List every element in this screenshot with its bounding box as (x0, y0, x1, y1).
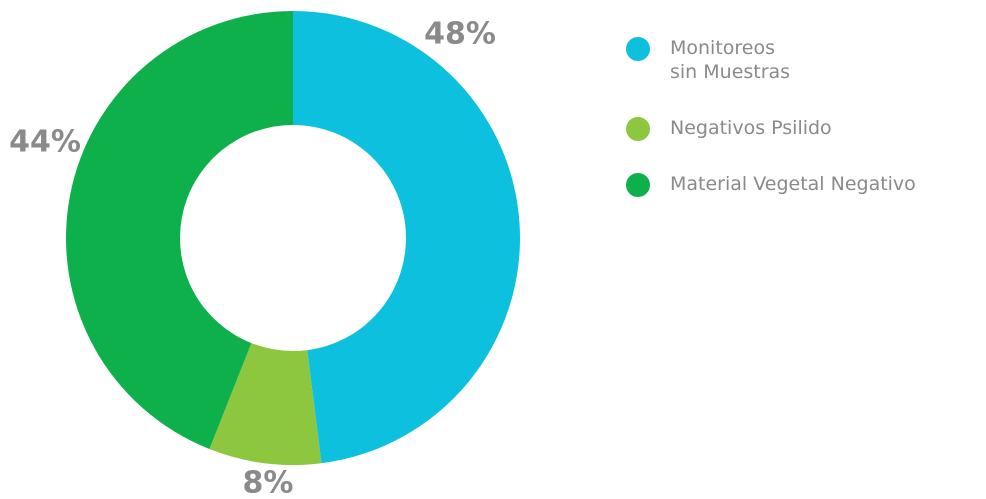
legend-label: Negativos Psilido (670, 117, 832, 139)
legend-swatch (626, 117, 650, 141)
donut-slice (65, 10, 293, 450)
legend-swatch (626, 173, 650, 197)
value-label: 8% (243, 466, 294, 499)
value-label: 44% (9, 125, 81, 160)
donut-slice (293, 11, 520, 464)
legend-swatch (626, 37, 650, 61)
value-label: 48% (424, 17, 496, 52)
legend-label: Monitoreos sin Muestras (670, 37, 791, 83)
donut-slice (209, 343, 322, 465)
legend-label: Material Vegetal Negativo (670, 173, 916, 195)
legend-item: Monitoreos sin Muestras (626, 36, 800, 84)
legend-item: Material Vegetal Negativo (626, 172, 916, 197)
legend-item: Negativos Psilido (626, 116, 832, 141)
